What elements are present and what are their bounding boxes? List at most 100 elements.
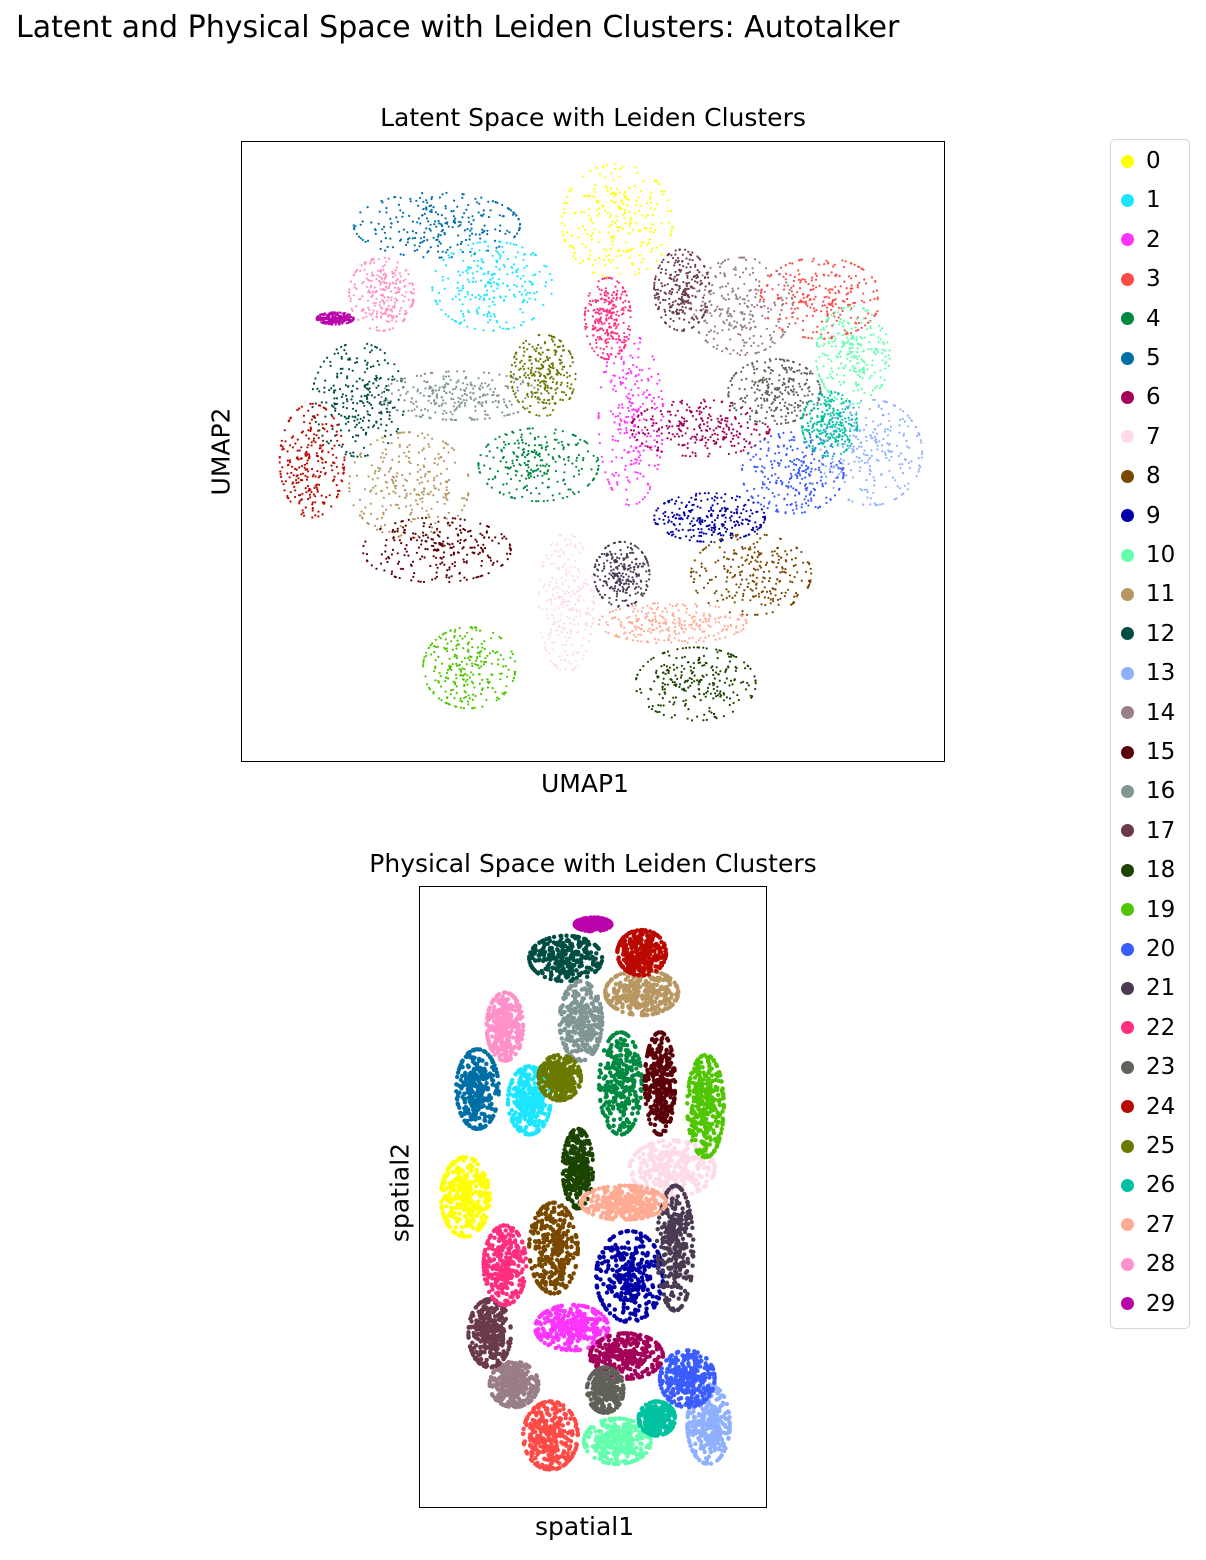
latent-y-axis-label: UMAP2 (206, 407, 236, 496)
cluster-19-points (421, 626, 517, 710)
figure-title: Latent and Physical Space with Leiden Cl… (16, 10, 900, 45)
cluster-15-points (642, 1030, 678, 1137)
legend-swatch (1121, 1060, 1134, 1074)
cluster-15-points (362, 516, 512, 584)
legend-label: 11 (1146, 581, 1176, 608)
legend-swatch (1121, 312, 1134, 326)
legend-label: 5 (1146, 345, 1161, 371)
cluster-14-points (690, 256, 794, 357)
cluster-6-points (630, 398, 771, 458)
legend-label: 8 (1146, 463, 1161, 490)
cluster-29-points (572, 915, 614, 934)
legend-label: 15 (1146, 739, 1176, 765)
legend-label: 2 (1146, 226, 1161, 253)
physical-panel-title: Physical Space with Leiden Clusters (369, 849, 817, 878)
legend-item: 26 (1121, 1170, 1175, 1200)
legend-swatch (1121, 1178, 1134, 1192)
legend-item: 9 (1121, 501, 1161, 531)
cluster-17-points (466, 1297, 513, 1370)
legend-label: 24 (1146, 1093, 1176, 1120)
legend-swatch (1121, 233, 1134, 247)
cluster-5-points (352, 191, 522, 259)
legend-label: 23 (1146, 1054, 1176, 1081)
legend-item: 25 (1121, 1131, 1175, 1161)
legend-item: 15 (1121, 737, 1175, 767)
cluster-26-points (800, 390, 859, 458)
legend-label: 0 (1146, 148, 1161, 174)
cluster-10-points (581, 1416, 653, 1467)
cluster-26-points (636, 1399, 678, 1438)
legend-swatch (1121, 509, 1134, 523)
legend-swatch (1121, 1139, 1134, 1153)
legend-item: 28 (1121, 1249, 1175, 1279)
legend-item: 13 (1121, 658, 1175, 688)
legend-label: 26 (1146, 1172, 1176, 1199)
cluster-16-points (380, 370, 540, 422)
cluster-28-points (348, 256, 415, 332)
cluster-12-points (311, 342, 405, 458)
legend-label: 6 (1146, 384, 1161, 411)
legend-item: 5 (1121, 343, 1161, 373)
legend-item: 17 (1121, 816, 1175, 846)
legend-swatch (1121, 1297, 1134, 1311)
legend-swatch (1121, 390, 1134, 404)
legend-label: 1 (1146, 187, 1161, 214)
legend-swatch (1121, 824, 1134, 838)
legend-item: 20 (1121, 934, 1175, 964)
cluster-8-points (690, 532, 813, 616)
legend-item: 8 (1121, 461, 1161, 491)
cluster-1-points (505, 1064, 553, 1137)
cluster-23-points (727, 358, 822, 426)
cluster-9-points (593, 1228, 666, 1324)
legend-item: 11 (1121, 579, 1175, 609)
legend-swatch (1121, 193, 1134, 207)
legend-swatch (1121, 942, 1134, 956)
cluster-12-points (527, 933, 605, 984)
cluster-20-points (657, 1348, 717, 1410)
cluster-7-points (627, 1138, 717, 1200)
cluster-22-points (481, 1223, 529, 1308)
cluster-4-points (596, 1030, 644, 1137)
legend-item: 12 (1121, 619, 1175, 649)
legend-swatch (1121, 784, 1134, 798)
legend-swatch (1121, 706, 1134, 720)
cluster-10-points (815, 305, 891, 405)
latent-scatter (278, 163, 924, 722)
legend-swatch (1121, 430, 1134, 444)
legend-swatch (1121, 548, 1134, 562)
legend-label: 12 (1146, 620, 1176, 647)
physical-y-axis-label: spatial2 (385, 1142, 415, 1243)
cluster-4-points (477, 427, 600, 503)
legend-swatch (1121, 587, 1134, 601)
cluster-legend: 0 1 2 3 4 5 6 7 8 9 10 11 12 13 14 15 16 17 18 19 20 21 22 23 24… (1110, 139, 1190, 1329)
legend-item: 0 (1121, 146, 1161, 176)
legend-item: 27 (1121, 1210, 1175, 1240)
legend-label: 25 (1146, 1133, 1176, 1159)
legend-item: 23 (1121, 1052, 1175, 1082)
cluster-18-points (560, 1126, 596, 1211)
cluster-14-points (487, 1360, 541, 1410)
legend-item: 24 (1121, 1092, 1175, 1122)
legend-swatch (1121, 1100, 1134, 1114)
cluster-19-points (685, 1052, 726, 1160)
cluster-16-points (557, 979, 605, 1063)
legend-item: 16 (1121, 776, 1175, 806)
legend-swatch (1121, 1218, 1134, 1232)
legend-label: 16 (1146, 778, 1176, 805)
cluster-8-points (527, 1200, 580, 1296)
cluster-24-points (278, 402, 346, 519)
legend-label: 28 (1146, 1251, 1176, 1278)
legend-swatch (1121, 745, 1134, 759)
legend-item: 22 (1121, 1013, 1175, 1043)
cluster-0-points (560, 163, 674, 279)
cluster-7-points (537, 534, 596, 672)
legend-swatch (1121, 981, 1134, 995)
legend-swatch (1121, 666, 1134, 680)
cluster-3-points (521, 1399, 580, 1472)
latent-panel-title: Latent Space with Leiden Clusters (380, 103, 806, 132)
cluster-18-points (635, 646, 757, 722)
legend-swatch (1121, 351, 1134, 365)
legend-label: 9 (1146, 502, 1161, 529)
legend-item: 10 (1121, 540, 1175, 570)
legend-swatch (1121, 154, 1134, 168)
